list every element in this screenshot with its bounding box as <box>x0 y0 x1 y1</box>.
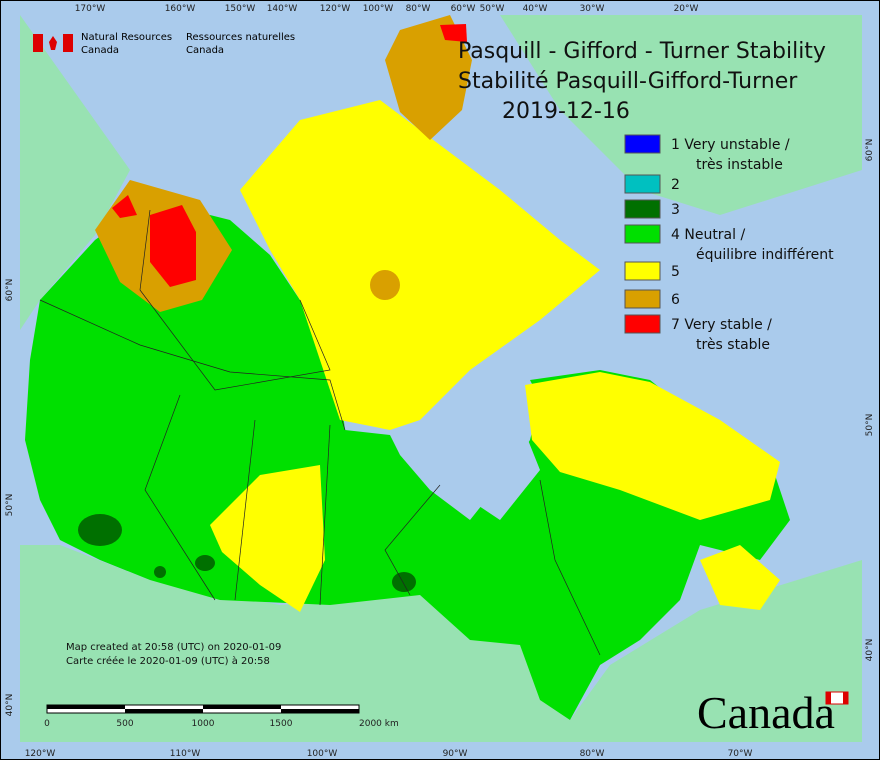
top-label: 150°W <box>225 4 256 14</box>
logo: Natural Resources Canada Ressources natu… <box>33 32 295 56</box>
alaska <box>20 15 130 330</box>
legend-label: 3 <box>671 202 680 218</box>
legend: 1 Very unstable / très instable 2 3 4 Neutra… <box>624 134 834 353</box>
bottom-label: 120°W <box>25 749 56 759</box>
legend-label: 4 Neutral / <box>671 227 745 243</box>
legend-swatch <box>624 134 661 154</box>
scale-label: 500 <box>116 719 133 729</box>
ellesmere-orange <box>385 15 472 140</box>
bottom-label: 70°W <box>728 749 753 759</box>
bottom-label: 80°W <box>580 749 605 759</box>
scale-label: 1000 <box>192 719 215 729</box>
dark-green-area <box>392 572 416 592</box>
border <box>139 209 331 391</box>
border <box>39 299 346 431</box>
top-label: 20°W <box>674 4 699 14</box>
dark-green-area <box>195 555 215 571</box>
note: Map created at 20:58 (UTC) on 2020-01-09 <box>66 642 281 653</box>
scale-label: 0 <box>44 719 50 729</box>
legend-swatch <box>624 261 661 281</box>
border <box>539 479 601 656</box>
graticule-labels: 170°W 160°W 150°W 140°W 120°W 100°W 80°W 60°W 50… <box>5 4 875 759</box>
dark-green-area <box>78 514 122 546</box>
border <box>384 484 441 596</box>
dark-green-area <box>154 566 166 578</box>
legend-swatch <box>624 314 661 334</box>
bottom-label: 100°W <box>307 749 338 759</box>
scale-seg <box>47 705 125 709</box>
top-label: 120°W <box>320 4 351 14</box>
red-area <box>112 195 137 218</box>
logo-text: Canada <box>186 45 224 56</box>
left-label: 40°N <box>5 694 15 717</box>
legend-label: très stable <box>696 337 770 353</box>
wordmark-flag <box>826 692 831 704</box>
bottom-label: 90°W <box>443 749 468 759</box>
left-label: 60°N <box>5 279 15 302</box>
top-label: 100°W <box>363 4 394 14</box>
border <box>234 419 256 601</box>
top-label: 60°W <box>451 4 476 14</box>
arctic-yellow <box>240 100 600 430</box>
legend-label: 1 Very unstable / <box>671 137 790 153</box>
top-label: 140°W <box>267 4 298 14</box>
note: Carte créée le 2020-01-09 (UTC) à 20:58 <box>66 655 270 667</box>
prairie-yellow <box>210 465 325 612</box>
title: Pasquill - Gifford - Turner Stability <box>458 39 826 64</box>
right-label: 50°N <box>865 414 875 437</box>
top-label: 50°W <box>480 4 505 14</box>
top-label: 170°W <box>75 4 106 14</box>
legend-swatch <box>624 289 661 309</box>
red-area <box>150 205 196 287</box>
greenland <box>500 15 862 215</box>
border <box>319 424 331 606</box>
legend-label: équilibre indifférent <box>696 247 834 263</box>
wordmark-flag <box>843 692 848 704</box>
flag-bar <box>63 34 73 52</box>
scale-bar <box>46 704 360 714</box>
legend-swatch <box>624 224 661 244</box>
scale-seg <box>203 705 281 709</box>
logo-text: Ressources naturelles <box>186 32 295 43</box>
maritime-yellow <box>700 545 780 610</box>
top-label: 80°W <box>406 4 431 14</box>
legend-label: 2 <box>671 177 680 193</box>
title: Stabilité Pasquill-Gifford-Turner <box>458 69 798 94</box>
land <box>20 15 862 742</box>
top-label: 160°W <box>165 4 196 14</box>
legend-swatch <box>624 199 661 219</box>
canada <box>25 205 790 720</box>
legend-label: 6 <box>671 292 680 308</box>
scale-seg <box>281 709 359 713</box>
title-date: 2019-12-16 <box>502 99 630 124</box>
left-label: 50°N <box>5 494 15 517</box>
wordmark: Canada <box>697 687 835 738</box>
bottom-label: 110°W <box>170 749 201 759</box>
legend-label: 5 <box>671 264 680 280</box>
red-area <box>440 24 467 42</box>
legend-swatch <box>624 174 661 194</box>
legend-label: très instable <box>696 157 783 173</box>
logo-text: Natural Resources <box>81 32 172 43</box>
legend-label: 7 Very stable / <box>671 317 772 333</box>
right-label: 60°N <box>865 139 875 162</box>
border <box>144 394 216 601</box>
usa <box>20 545 862 742</box>
flag-leaf <box>49 36 57 50</box>
top-label: 30°W <box>580 4 605 14</box>
scale-label: 2000 km <box>359 719 399 729</box>
top-label: 40°W <box>523 4 548 14</box>
logo-text: Canada <box>81 45 119 56</box>
flag-bar <box>33 34 43 52</box>
island-orange <box>370 270 400 300</box>
right-label: 40°N <box>865 639 875 662</box>
quebec-yellow <box>525 372 780 520</box>
scale-seg <box>125 709 203 713</box>
scale-label: 1500 <box>270 719 293 729</box>
